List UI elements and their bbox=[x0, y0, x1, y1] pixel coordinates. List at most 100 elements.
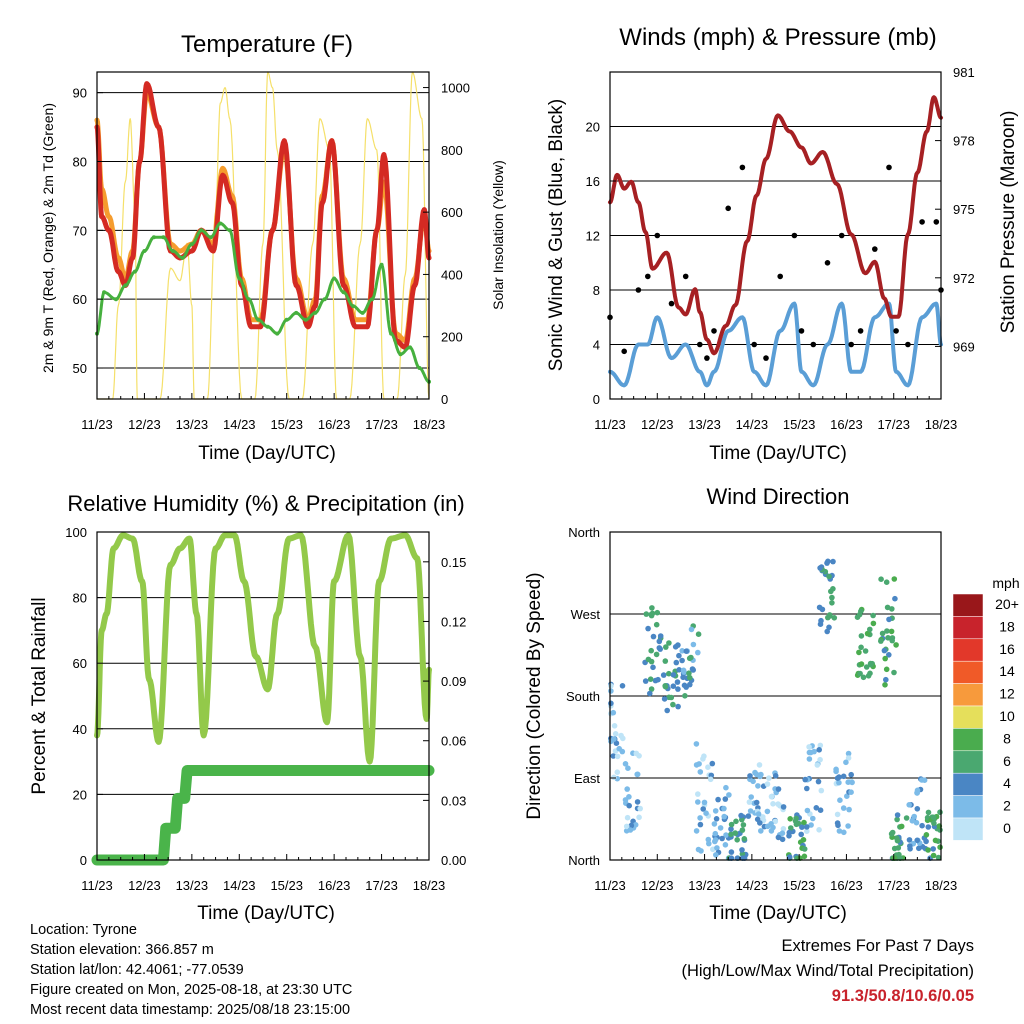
direction-point bbox=[739, 827, 746, 833]
direction-point bbox=[648, 686, 655, 692]
direction-point bbox=[697, 815, 703, 821]
direction-point bbox=[919, 822, 925, 829]
direction-point bbox=[798, 831, 804, 838]
direction-point bbox=[925, 824, 932, 830]
direction-point bbox=[817, 742, 824, 749]
direction-point bbox=[680, 674, 686, 681]
plot-frame bbox=[609, 531, 942, 861]
direction-point bbox=[608, 683, 614, 689]
gust-point bbox=[682, 273, 689, 280]
legend-swatch bbox=[952, 683, 984, 707]
y2-tick-label: 400 bbox=[441, 267, 463, 282]
direction-point bbox=[801, 819, 807, 826]
green-temperature-point bbox=[256, 317, 261, 322]
legend-swatch bbox=[952, 795, 984, 819]
x-tick-label: 14/23 bbox=[736, 417, 769, 432]
legend-label: 16 bbox=[999, 641, 1015, 657]
direction-point bbox=[894, 837, 901, 844]
direction-point bbox=[637, 805, 643, 812]
direction-point bbox=[647, 690, 653, 697]
gust-point bbox=[824, 260, 831, 266]
legend-label: 6 bbox=[1003, 753, 1011, 769]
direction-point bbox=[695, 791, 701, 797]
plot-frame bbox=[96, 531, 430, 861]
created-text: Figure created on Mon, 2025-08-18, at 23… bbox=[30, 982, 353, 998]
direction-xlabel: Time (Day/UTC) bbox=[709, 903, 847, 924]
direction-marks bbox=[608, 558, 943, 861]
direction-point bbox=[666, 670, 672, 677]
orange-temperature-point bbox=[177, 248, 183, 254]
green-temperature-point bbox=[237, 276, 242, 281]
direction-point bbox=[619, 683, 626, 689]
direction-point bbox=[764, 823, 771, 830]
gust-point bbox=[872, 246, 878, 252]
direction-point bbox=[674, 679, 681, 685]
legend-swatch bbox=[952, 705, 984, 729]
green-temperature-point bbox=[275, 331, 280, 336]
direction-point bbox=[723, 832, 729, 838]
direction-point bbox=[697, 769, 704, 775]
gust-point bbox=[621, 348, 627, 355]
direction-point bbox=[881, 647, 888, 654]
direction-point bbox=[726, 792, 732, 798]
direction-point bbox=[780, 826, 787, 832]
orange-temperature-point bbox=[106, 214, 112, 220]
direction-point bbox=[766, 775, 772, 781]
direction-point bbox=[891, 845, 898, 852]
green-temperature-point bbox=[341, 290, 346, 295]
legend-swatch bbox=[952, 660, 984, 684]
direction-point bbox=[930, 814, 937, 821]
direction-point bbox=[834, 775, 841, 781]
x-tick-label: 12/23 bbox=[641, 878, 674, 893]
y-tick-label: 40 bbox=[73, 722, 87, 737]
direction-point bbox=[775, 786, 782, 792]
direction-ylabel: Direction (Colored By Speed) bbox=[524, 572, 545, 819]
direction-point bbox=[668, 694, 675, 701]
direction-point bbox=[681, 682, 688, 689]
x-tick-label: 16/23 bbox=[830, 417, 863, 432]
x-tick-label: 17/23 bbox=[877, 878, 910, 893]
direction-point bbox=[682, 693, 688, 699]
direction-point bbox=[779, 830, 786, 836]
direction-point bbox=[804, 785, 810, 792]
gust-point bbox=[668, 300, 675, 307]
legend-label: 8 bbox=[1003, 730, 1011, 746]
direction-point bbox=[775, 834, 782, 841]
direction-point bbox=[645, 625, 651, 632]
direction-point bbox=[898, 823, 905, 830]
direction-point bbox=[779, 836, 786, 843]
direction-point bbox=[618, 732, 624, 739]
x-tick-label: 17/23 bbox=[365, 878, 398, 893]
red-temperature-point bbox=[156, 124, 162, 130]
direction-point bbox=[801, 853, 808, 860]
green-temperature-point bbox=[265, 324, 270, 329]
orange-temperature-point bbox=[220, 165, 226, 171]
direction-point bbox=[714, 845, 720, 851]
direction-point bbox=[786, 854, 793, 860]
gust-point bbox=[798, 328, 805, 334]
direction-point bbox=[712, 830, 719, 837]
direction-point bbox=[845, 823, 851, 829]
winds-xlabel: Time (Day/UTC) bbox=[709, 443, 847, 464]
direction-point bbox=[801, 846, 808, 852]
direction-point bbox=[748, 794, 754, 800]
direction-point bbox=[818, 787, 825, 794]
direction-point bbox=[824, 628, 830, 635]
green-temperature-point bbox=[398, 352, 403, 357]
gust-point bbox=[933, 219, 940, 225]
direction-point bbox=[843, 759, 849, 766]
direction-point bbox=[884, 628, 890, 634]
humidity-axes: 0 20 40 60 80 100 0.00 0.03 0.06 0.09 0.12 0.15 11/2… bbox=[65, 525, 466, 893]
red-temperature-point bbox=[305, 324, 311, 330]
green-temperature-point bbox=[332, 276, 337, 281]
y2-tick-label: 975 bbox=[953, 202, 975, 217]
green-temperature-point bbox=[218, 221, 223, 226]
direction-point bbox=[932, 837, 939, 844]
direction-point bbox=[747, 808, 754, 814]
direction-point bbox=[753, 799, 760, 806]
direction-point bbox=[886, 616, 892, 623]
direction-point bbox=[914, 837, 920, 844]
red-temperature-point bbox=[381, 152, 387, 158]
direction-point bbox=[846, 806, 852, 813]
